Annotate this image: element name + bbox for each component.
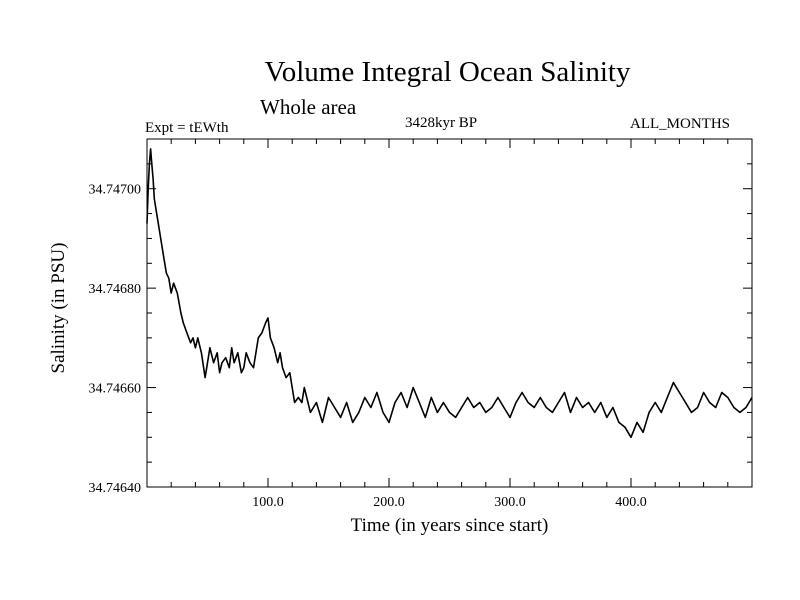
y-tick-label: 34.74680 xyxy=(89,282,142,297)
y-tick-label: 34.74700 xyxy=(89,183,142,198)
y-tick-label: 34.74660 xyxy=(89,382,142,397)
chart-subtitle: Whole area xyxy=(260,95,357,119)
y-axis-ticks xyxy=(147,138,752,488)
x-axis-label: Time (in years since start) xyxy=(351,515,549,536)
salinity-series-line xyxy=(146,148,753,439)
y-axis-tick-labels: 34.74640 34.74660 34.74680 34.74700 xyxy=(89,183,142,496)
chart-title: Volume Integral Ocean Salinity xyxy=(264,56,631,88)
plot-frame xyxy=(146,138,753,488)
months-label: ALL_MONTHS xyxy=(630,116,730,132)
epoch-label: 3428kyr BP xyxy=(405,115,478,131)
y-tick-label: 34.74640 xyxy=(89,481,142,496)
x-tick-label: 100.0 xyxy=(252,495,284,510)
x-axis-ticks xyxy=(146,139,753,487)
y-axis-label: Salinity (in PSU) xyxy=(48,243,69,374)
experiment-label: Expt = tEWth xyxy=(145,120,229,136)
x-tick-label: 300.0 xyxy=(494,495,526,510)
x-tick-label: 200.0 xyxy=(373,495,405,510)
x-axis-tick-labels: 100.0 200.0 300.0 400.0 xyxy=(252,495,647,510)
x-tick-label: 400.0 xyxy=(615,495,647,510)
